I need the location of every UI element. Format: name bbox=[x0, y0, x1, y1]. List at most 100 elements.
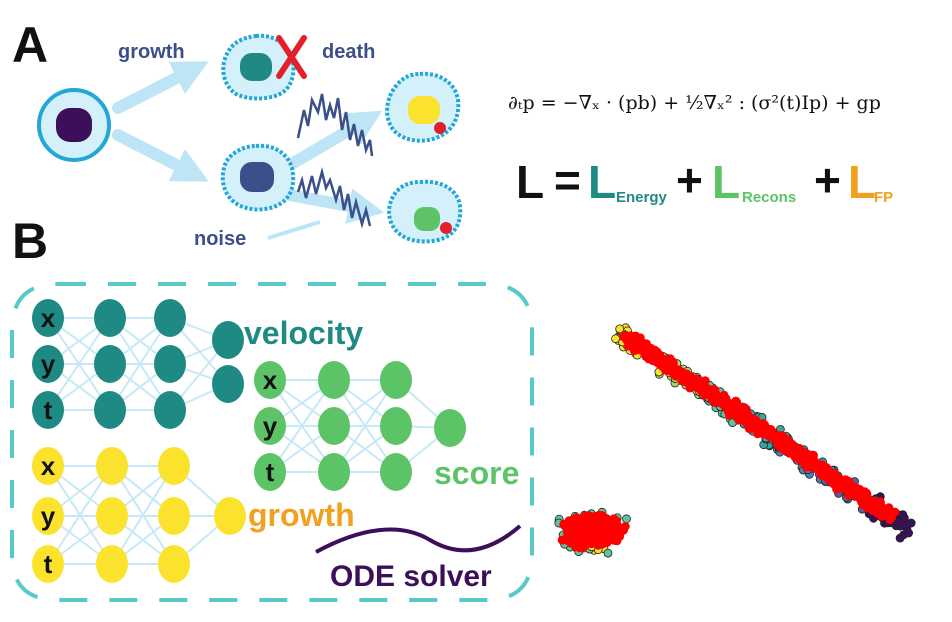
ode-solver-label: ODE solver bbox=[330, 560, 492, 593]
fokker-planck-equation: ∂ₜp = −∇ₓ · (pb) + ½∇ₓ² : (σ²(t)Ip) + gp bbox=[508, 92, 881, 114]
growth-net-node bbox=[96, 497, 128, 535]
cell-point bbox=[622, 514, 631, 524]
velocity-net-input-label: y bbox=[41, 349, 56, 379]
loss-term-energy: L bbox=[588, 156, 616, 208]
trajectory-point bbox=[720, 395, 729, 405]
score-net-node bbox=[380, 453, 412, 491]
trajectory-point bbox=[830, 469, 840, 478]
death-x-icon bbox=[276, 35, 307, 79]
cell-point bbox=[904, 528, 913, 538]
trajectory-point bbox=[765, 426, 775, 436]
trajectory-point bbox=[885, 515, 895, 525]
trajectory-point bbox=[578, 520, 588, 530]
trajectory-point bbox=[571, 518, 581, 528]
stochastic-path-icon bbox=[296, 93, 374, 229]
growth-net-node bbox=[214, 497, 246, 535]
velocity-net-edge bbox=[109, 317, 171, 411]
network-dashed-box bbox=[10, 282, 534, 602]
score-net-edge bbox=[333, 379, 397, 473]
trajectory-point bbox=[747, 419, 757, 429]
growth-net-node bbox=[96, 447, 128, 485]
growth-net-node bbox=[158, 497, 190, 535]
score-net-input-label: t bbox=[266, 457, 275, 487]
velocity-net-node bbox=[32, 345, 64, 383]
trajectory-point bbox=[640, 344, 650, 354]
trajectory-point bbox=[619, 332, 629, 342]
loss-sub-recons: Recons bbox=[742, 189, 796, 206]
cell-point bbox=[615, 324, 625, 334]
trajectory-point bbox=[593, 515, 603, 525]
trajectory-point bbox=[563, 529, 573, 539]
death-label: death bbox=[322, 41, 375, 63]
growth-net-input-label: y bbox=[41, 501, 56, 531]
growing-cell bbox=[385, 71, 461, 143]
loss-sub-fp: FP bbox=[874, 189, 893, 206]
trajectory-point bbox=[788, 444, 798, 454]
growth-net-node bbox=[32, 447, 64, 485]
velocity-net-node bbox=[154, 299, 186, 337]
trajectory-point bbox=[779, 445, 789, 455]
cell-point bbox=[894, 518, 903, 528]
trajectory-point bbox=[724, 410, 734, 420]
growth-net-input-label: t bbox=[44, 549, 53, 579]
trajectory-point bbox=[800, 455, 810, 465]
velocity-title: velocity bbox=[244, 315, 363, 351]
loss-equals: = bbox=[554, 154, 581, 206]
score-net-node bbox=[318, 453, 350, 491]
noise-arrow bbox=[267, 220, 321, 240]
growth-net-node bbox=[158, 545, 190, 583]
velocity-net-input-label: x bbox=[41, 303, 56, 333]
cell-point bbox=[611, 334, 620, 344]
trajectory-point bbox=[755, 425, 765, 435]
velocity-net-node bbox=[94, 299, 126, 337]
score-net-input-label: x bbox=[263, 365, 278, 395]
trajectory-point bbox=[855, 488, 865, 498]
trajectory-point bbox=[731, 396, 741, 406]
velocity-net-node bbox=[94, 391, 126, 429]
trajectory-point bbox=[777, 433, 787, 443]
loss-plus-1: + bbox=[676, 154, 703, 206]
growth-net-node bbox=[32, 545, 64, 583]
loss-term-recons: L bbox=[712, 156, 740, 208]
score-net-node bbox=[380, 361, 412, 399]
velocity-net-node bbox=[94, 345, 126, 383]
trajectory-point bbox=[610, 526, 620, 536]
velocity-net-node bbox=[154, 345, 186, 383]
panel-label-a: A bbox=[12, 17, 48, 73]
loss-sub-energy: Energy bbox=[616, 189, 668, 206]
trajectory-point bbox=[861, 496, 871, 506]
trajectory-point bbox=[724, 403, 734, 413]
score-net-node bbox=[254, 407, 286, 445]
trajectory-point bbox=[592, 528, 602, 538]
score-net-node bbox=[380, 407, 412, 445]
trajectory-point bbox=[559, 519, 569, 529]
ode-solver-curve bbox=[315, 524, 522, 554]
trajectory-point bbox=[576, 541, 586, 550]
loss-equation: L = L Energy + L Recons + L FP bbox=[516, 154, 893, 208]
trajectory-point bbox=[836, 481, 846, 491]
trajectory-point bbox=[630, 346, 639, 356]
trajectory-point bbox=[876, 508, 886, 518]
score-net-input-label: y bbox=[263, 411, 278, 441]
source-cell bbox=[37, 88, 111, 162]
score-net-node bbox=[434, 409, 466, 447]
trajectory-point bbox=[869, 502, 878, 512]
velocity-net-node bbox=[212, 365, 244, 403]
cell-point bbox=[603, 548, 613, 558]
trajectory-point bbox=[698, 385, 708, 395]
loss-term-fp: L bbox=[848, 156, 876, 208]
trajectory-point bbox=[706, 388, 716, 398]
velocity-net-node bbox=[32, 391, 64, 429]
trajectory-point bbox=[707, 395, 717, 405]
trajectory-point bbox=[659, 356, 669, 365]
velocity-net-node bbox=[32, 299, 64, 337]
score-net-node bbox=[318, 361, 350, 399]
panel-label-b: B bbox=[12, 213, 48, 269]
trajectory-point bbox=[649, 348, 659, 358]
trajectory-point bbox=[597, 539, 607, 549]
score-title: score bbox=[434, 455, 519, 491]
score-net-node bbox=[318, 407, 350, 445]
noisy-cell bbox=[220, 143, 296, 212]
loss-lhs: L bbox=[516, 156, 544, 208]
